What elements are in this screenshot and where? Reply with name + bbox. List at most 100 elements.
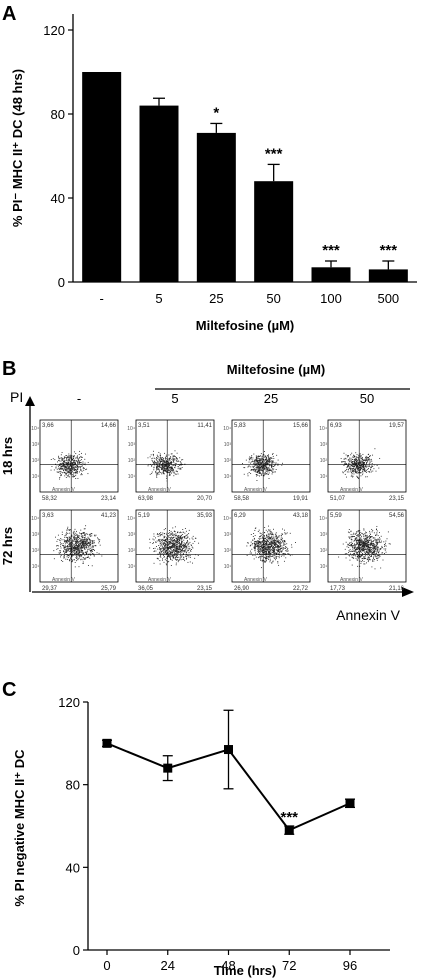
flow-axis-tick: 10¹ [224, 474, 232, 480]
flow-event [268, 529, 270, 531]
flow-event [87, 555, 89, 557]
flow-event [362, 554, 363, 556]
flow-axis-tick: 10² [224, 548, 232, 554]
flow-event [272, 549, 274, 551]
flow-event [179, 544, 181, 546]
flow-event [270, 460, 272, 462]
flow-event [52, 458, 54, 460]
flow-event [277, 541, 279, 543]
flow-event [274, 545, 276, 547]
flow-event [157, 468, 159, 470]
flow-event [373, 532, 375, 534]
flow-event [91, 565, 93, 567]
flow-event [256, 475, 257, 477]
flow-event [272, 532, 274, 534]
flow-event [72, 464, 74, 466]
flow-event [259, 472, 260, 474]
flow-event [265, 548, 267, 550]
flow-event [355, 544, 357, 546]
flow-event [274, 464, 276, 466]
flow-event [73, 451, 75, 453]
flow-axis-tick: 10² [320, 548, 328, 554]
flow-event [88, 542, 90, 544]
flow-event [379, 538, 381, 540]
flow-event [347, 543, 349, 545]
flow-event [152, 538, 154, 540]
flow-event [85, 542, 87, 544]
flow-event [273, 538, 275, 540]
flow-event [253, 470, 255, 472]
flow-event [92, 543, 94, 545]
flow-event [275, 538, 277, 540]
flow-event [87, 564, 89, 566]
flow-event [249, 462, 251, 464]
flow-event [79, 460, 81, 461]
flow-event [363, 542, 365, 544]
flow-event [184, 549, 186, 551]
flow-event [73, 465, 75, 467]
flow-event [72, 545, 74, 547]
flow-event [164, 540, 166, 542]
flow-event [171, 541, 173, 543]
flow-event [72, 559, 74, 561]
flow-event [252, 459, 254, 461]
flow-event [366, 562, 367, 564]
flow-event [281, 542, 282, 544]
flow-event [275, 462, 277, 464]
flow-event [350, 475, 352, 477]
flow-event [75, 541, 77, 543]
flow-event [161, 539, 163, 541]
flow-event [164, 546, 166, 548]
flow-event [371, 556, 373, 557]
flow-event [69, 460, 71, 462]
flow-event [376, 543, 378, 544]
flow-event [82, 547, 84, 549]
flow-event [76, 530, 77, 532]
flow-event [271, 470, 273, 472]
flow-event [178, 545, 180, 547]
flow-event [258, 468, 260, 470]
flow-event [256, 456, 258, 458]
flow-event [261, 469, 263, 471]
flow-event [171, 547, 173, 549]
flow-event [80, 556, 82, 558]
flow-event [370, 459, 372, 461]
flow-event [172, 537, 174, 539]
flow-event [259, 547, 261, 549]
flow-event [362, 541, 364, 543]
flow-event [73, 537, 75, 539]
flow-event [363, 540, 365, 542]
flow-event [161, 469, 163, 471]
flow-event [178, 537, 180, 539]
flow-event [353, 473, 355, 475]
flow-event [167, 552, 169, 554]
flow-event [166, 533, 168, 535]
flow-event [160, 556, 162, 558]
flow-event [97, 538, 99, 540]
flow-event [60, 457, 62, 459]
flow-event [198, 542, 200, 544]
flow-event [74, 540, 76, 542]
flow-event [168, 468, 170, 470]
flow-event [173, 475, 175, 477]
flow-event [164, 536, 166, 538]
flow-event [360, 462, 362, 464]
flow-event [82, 545, 84, 547]
flow-event [62, 459, 64, 461]
flow-event [366, 460, 368, 461]
flow-event [182, 544, 184, 546]
flow-event [87, 461, 89, 463]
flow-event [71, 541, 73, 543]
flow-event [165, 460, 167, 462]
flow-event [263, 546, 265, 547]
flow-event [75, 540, 77, 542]
flow-event [260, 470, 262, 472]
flow-event [174, 466, 176, 468]
flow-event [265, 549, 267, 550]
flow-event [248, 459, 250, 461]
flow-event [356, 454, 358, 456]
flow-event [171, 552, 173, 554]
flow-event [82, 547, 84, 549]
flow-event [191, 546, 193, 548]
flow-event [263, 462, 265, 464]
